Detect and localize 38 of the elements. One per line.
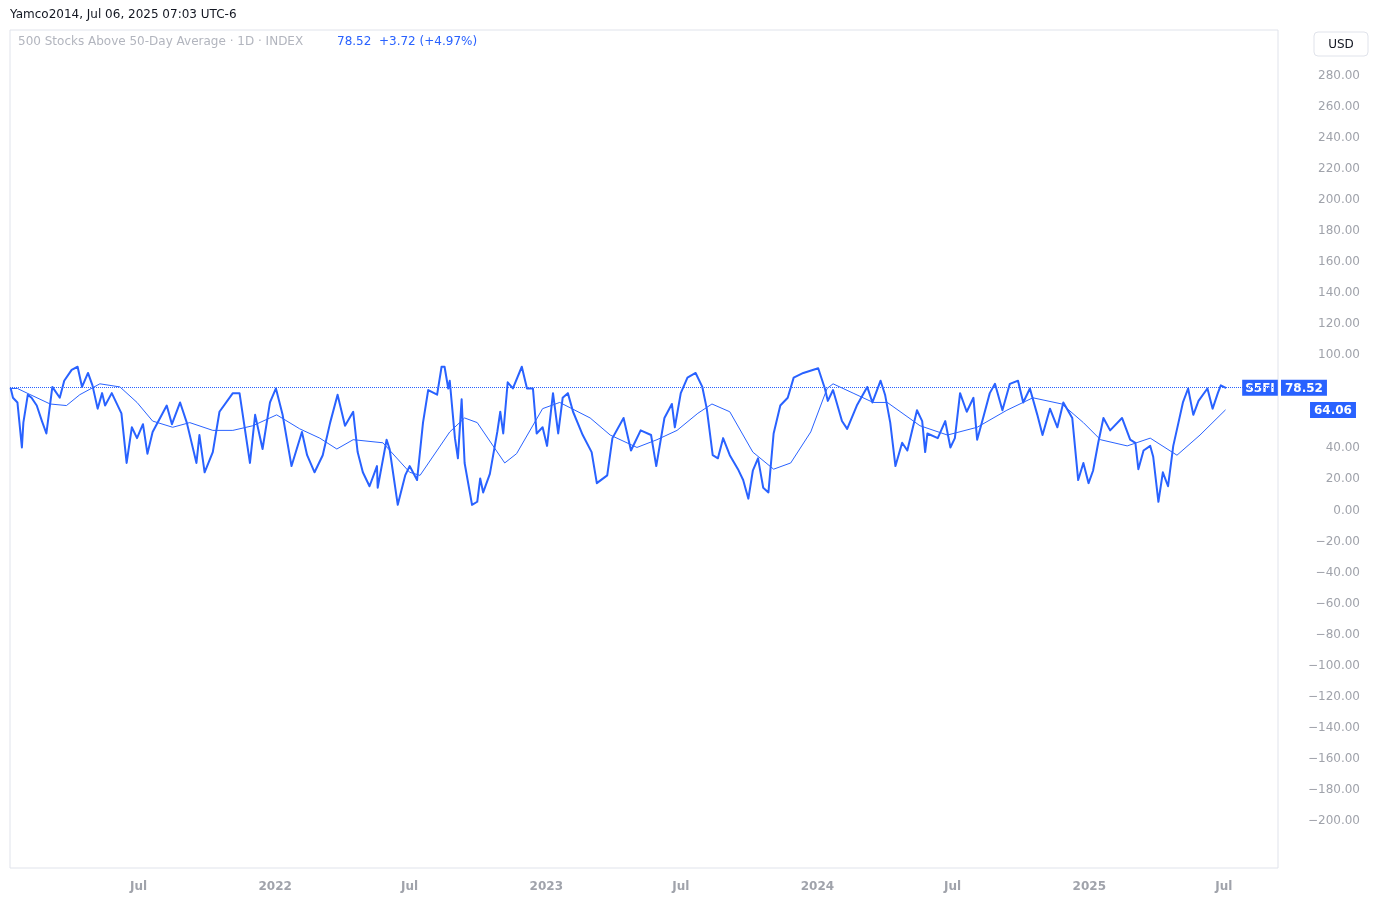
y-tick-label: −200.00: [1307, 812, 1360, 827]
chart-subtitle: 78.52 +3.72 (+4.97%): [337, 34, 478, 48]
y-axis-title: USD: [1328, 37, 1354, 51]
y-tick-label: 20.00: [1325, 471, 1360, 486]
x-tick-label: 2024: [800, 879, 835, 893]
y-tick-label: 40.00: [1325, 440, 1360, 455]
y-tick-label: −40.00: [1315, 564, 1360, 579]
y-tick-label: −20.00: [1315, 533, 1360, 548]
y-tick-label: 220.00: [1318, 161, 1360, 176]
ref-line-label: 78.52: [1285, 380, 1323, 395]
y-tick-label: 100.00: [1318, 347, 1360, 362]
y-tick-label: 160.00: [1318, 254, 1360, 269]
y-tick-label: 180.00: [1318, 223, 1360, 238]
y-tick-label: −60.00: [1315, 595, 1360, 610]
y-tick-label: −100.00: [1307, 657, 1360, 672]
x-tick-label: 2023: [529, 879, 564, 893]
y-tick-label: 200.00: [1318, 192, 1360, 207]
x-tick-label: 2022: [258, 879, 292, 893]
x-tick-label: Jul: [128, 879, 148, 893]
y-tick-label: −140.00: [1307, 719, 1360, 734]
y-tick-label: −80.00: [1315, 626, 1360, 641]
x-tick-label: 2025: [1072, 879, 1107, 893]
y-tick-label: 240.00: [1318, 130, 1360, 145]
y-tick-label: 280.00: [1318, 68, 1360, 82]
chart-title: 500 Stocks Above 50-Day Average · 1D · INDEX: [18, 34, 304, 48]
y-tick-label: 0.00: [1333, 502, 1360, 517]
y-tick-label: 120.00: [1318, 316, 1360, 331]
y-tick-label: 140.00: [1318, 285, 1360, 300]
y-tick-label: −180.00: [1307, 781, 1360, 796]
y-tick-label: −120.00: [1307, 688, 1360, 703]
y-tick-label: −160.00: [1307, 750, 1360, 765]
y-tick-label: 260.00: [1318, 99, 1360, 114]
x-tick-label: Jul: [943, 879, 962, 893]
x-tick-label: Jul: [400, 879, 419, 893]
x-tick-label: Jul: [671, 879, 690, 893]
text: Yamco2014, Jul 06, 2025 07:03 UTC-6: [9, 7, 237, 21]
text: 64.06: [1314, 403, 1352, 417]
x-tick-label: Jul: [1214, 879, 1233, 893]
